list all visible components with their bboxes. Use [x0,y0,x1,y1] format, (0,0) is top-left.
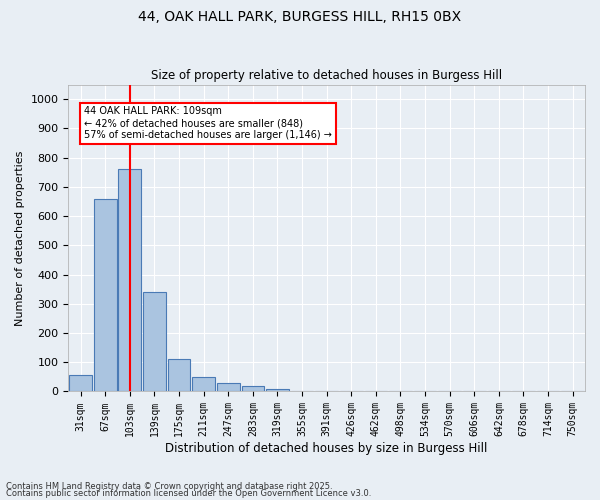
Y-axis label: Number of detached properties: Number of detached properties [15,150,25,326]
Bar [167,360,190,392]
Text: Contains public sector information licensed under the Open Government Licence v3: Contains public sector information licen… [6,490,371,498]
Bar [94,198,116,392]
Bar [242,386,264,392]
Bar [217,384,239,392]
X-axis label: Distribution of detached houses by size in Burgess Hill: Distribution of detached houses by size … [166,442,488,455]
Text: 44 OAK HALL PARK: 109sqm
← 42% of detached houses are smaller (848)
57% of semi-: 44 OAK HALL PARK: 109sqm ← 42% of detach… [84,106,332,140]
Text: 44, OAK HALL PARK, BURGESS HILL, RH15 0BX: 44, OAK HALL PARK, BURGESS HILL, RH15 0B… [139,10,461,24]
Title: Size of property relative to detached houses in Burgess Hill: Size of property relative to detached ho… [151,69,502,82]
Text: Contains HM Land Registry data © Crown copyright and database right 2025.: Contains HM Land Registry data © Crown c… [6,482,332,491]
Bar [69,376,92,392]
Bar [192,377,215,392]
Bar [266,389,289,392]
Bar [143,292,166,392]
Bar [118,170,141,392]
Bar [291,391,313,392]
